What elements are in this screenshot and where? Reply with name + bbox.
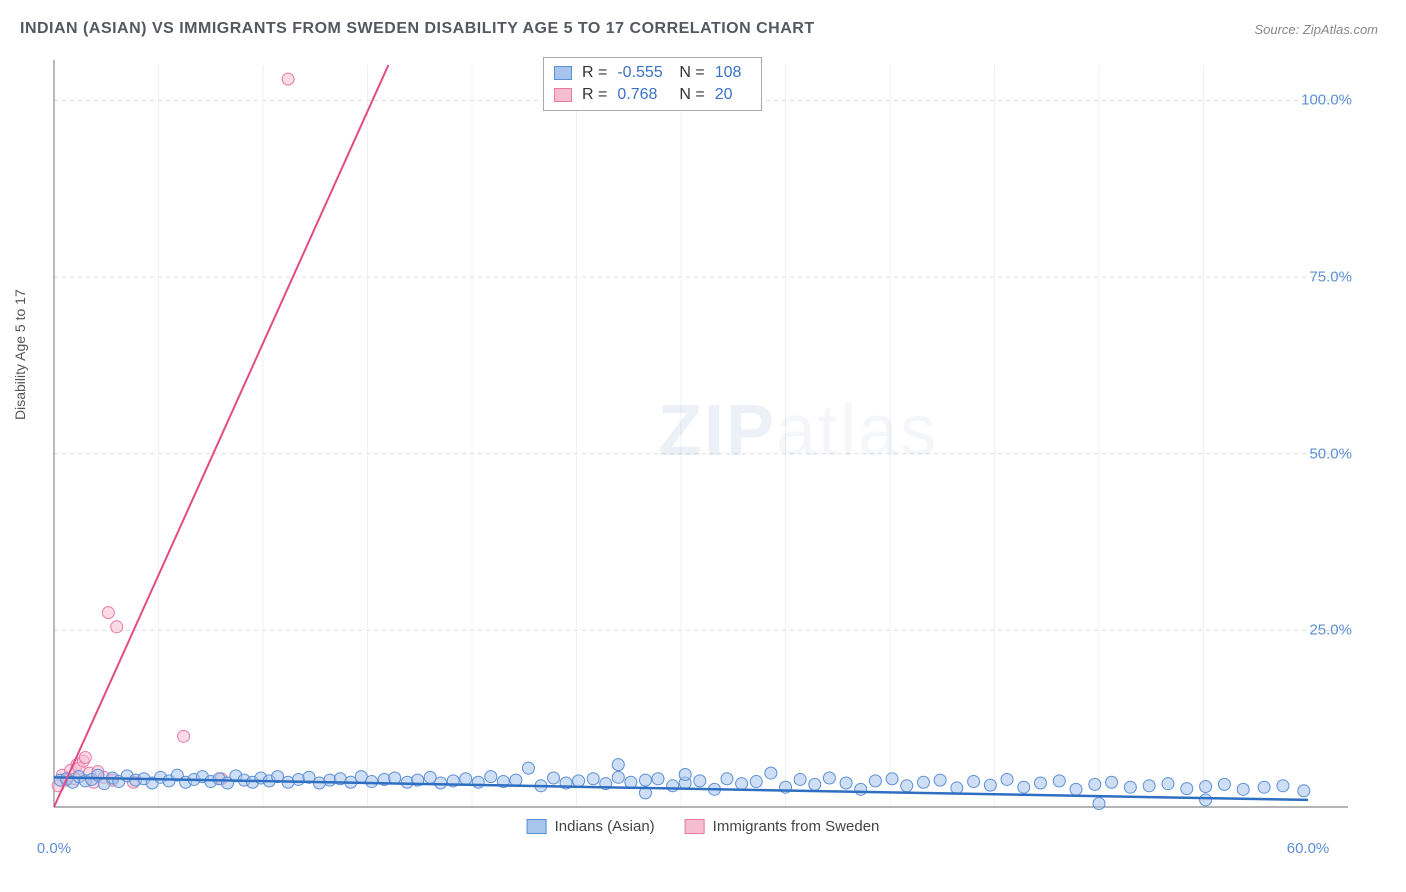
- legend-swatch: [527, 819, 547, 834]
- x-tick-label: 60.0%: [1287, 840, 1330, 857]
- legend-swatch: [554, 88, 572, 102]
- legend-item: Indians (Asian): [527, 818, 655, 835]
- y-tick-label: 50.0%: [1309, 445, 1352, 462]
- n-label: N =: [679, 86, 704, 104]
- n-value: 108: [715, 64, 751, 82]
- stats-box: R = -0.555 N = 108 R = 0.768 N = 20: [543, 57, 762, 111]
- legend-item: Immigrants from Sweden: [685, 818, 880, 835]
- r-value: 0.768: [617, 86, 669, 104]
- scatter-plot-svg: [48, 55, 1358, 835]
- x-tick-label: 0.0%: [37, 840, 71, 857]
- y-tick-label: 75.0%: [1309, 269, 1352, 286]
- legend-swatch: [685, 819, 705, 834]
- r-label: R =: [582, 64, 607, 82]
- n-label: N =: [679, 64, 704, 82]
- legend-swatch: [554, 66, 572, 80]
- bottom-legend: Indians (Asian) Immigrants from Sweden: [527, 818, 880, 835]
- r-value: -0.555: [617, 64, 669, 82]
- stats-row: R = -0.555 N = 108: [554, 62, 751, 84]
- n-value: 20: [715, 86, 751, 104]
- chart-title: INDIAN (ASIAN) VS IMMIGRANTS FROM SWEDEN…: [20, 20, 815, 38]
- stats-row: R = 0.768 N = 20: [554, 84, 751, 106]
- chart-area: R =-0.555N =108R =0.768N =20 ZIPatlas In…: [48, 55, 1358, 835]
- legend-label: Immigrants from Sweden: [713, 818, 880, 835]
- y-axis-label: Disability Age 5 to 17: [12, 289, 28, 420]
- chart-source: Source: ZipAtlas.com: [1254, 22, 1378, 37]
- r-label: R =: [582, 86, 607, 104]
- legend-label: Indians (Asian): [555, 818, 655, 835]
- y-tick-label: 25.0%: [1309, 622, 1352, 639]
- y-tick-label: 100.0%: [1301, 92, 1352, 109]
